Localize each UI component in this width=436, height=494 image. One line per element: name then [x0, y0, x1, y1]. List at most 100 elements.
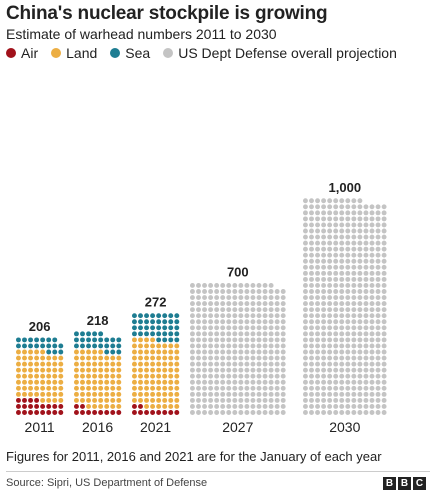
- waffle-dot: [280, 397, 286, 403]
- waffle-dot: [333, 367, 339, 373]
- waffle-dot: [132, 325, 137, 331]
- waffle-dot: [309, 343, 314, 349]
- waffle-dot: [357, 313, 363, 319]
- waffle-dot: [327, 385, 333, 391]
- waffle-dot: [138, 313, 143, 319]
- waffle-dot: [150, 410, 156, 415]
- waffle-dot: [132, 397, 137, 403]
- waffle-dot: [250, 331, 256, 337]
- waffle-dot: [226, 343, 232, 349]
- waffle-dot: [363, 295, 369, 300]
- waffle-dot: [321, 216, 327, 222]
- waffle-dot: [132, 355, 137, 361]
- waffle-dot: [52, 355, 58, 361]
- waffle-dot: [375, 307, 381, 313]
- waffle-dot: [345, 198, 351, 204]
- waffle-dot: [274, 385, 280, 391]
- waffle-dot: [80, 410, 85, 415]
- waffle-dot: [52, 379, 58, 385]
- waffle-dot: [303, 240, 308, 246]
- waffle-dot: [256, 410, 262, 415]
- waffle-dot: [315, 270, 320, 276]
- waffle-dot: [375, 258, 381, 264]
- waffle-dot: [381, 397, 387, 403]
- waffle-dot: [321, 301, 327, 307]
- waffle-dot: [190, 343, 195, 349]
- waffle-dot: [262, 410, 268, 415]
- waffle-dot: [190, 289, 195, 294]
- waffle-dot: [321, 270, 327, 276]
- waffle-dot: [232, 361, 238, 367]
- waffle-dot: [74, 337, 79, 343]
- waffle-dot: [369, 234, 375, 240]
- waffle-dot: [369, 331, 375, 337]
- waffle-dot: [162, 337, 168, 343]
- waffle-dot: [190, 337, 195, 343]
- waffle-dot: [315, 337, 320, 343]
- waffle-dot: [381, 283, 387, 288]
- waffle-dot: [303, 198, 308, 204]
- waffle-dot: [16, 361, 21, 367]
- waffle-dot: [132, 391, 137, 397]
- waffle-dot: [327, 276, 333, 282]
- waffle-dot: [196, 319, 201, 325]
- waffle-dot: [220, 385, 226, 391]
- waffle-dot: [190, 367, 195, 373]
- waffle-dot: [132, 410, 137, 415]
- waffle-dot: [321, 325, 327, 331]
- waffle-dot: [214, 410, 220, 415]
- waffle-dot: [327, 331, 333, 337]
- waffle-dot: [80, 355, 85, 361]
- waffle-dot: [333, 319, 339, 325]
- waffle-dot: [244, 307, 250, 313]
- waffle-dot: [150, 355, 156, 361]
- waffle-dot: [375, 391, 381, 397]
- waffle-dot: [339, 307, 345, 313]
- legend-label-land: Land: [66, 45, 98, 61]
- waffle-dot: [92, 367, 98, 373]
- waffle-dot: [339, 301, 345, 307]
- waffle-dot: [280, 343, 286, 349]
- waffle-dot: [351, 397, 357, 403]
- waffle-dot: [34, 391, 40, 397]
- legend-label-projection: US Dept Defense overall projection: [178, 45, 397, 61]
- waffle-dot: [104, 337, 110, 343]
- waffle-dot: [226, 295, 232, 300]
- waffle-dot: [369, 410, 375, 415]
- waffle-dot: [309, 301, 314, 307]
- waffle-dot: [321, 252, 327, 258]
- waffle-dot: [375, 404, 381, 409]
- waffle-dot: [110, 367, 116, 373]
- waffle-dot: [34, 379, 40, 385]
- waffle-dot: [339, 319, 345, 325]
- waffle-dot: [339, 240, 345, 246]
- waffle-dot: [86, 379, 92, 385]
- waffle-dot: [250, 337, 256, 343]
- waffle-dot: [375, 343, 381, 349]
- waffle-dot: [208, 397, 214, 403]
- waffle-dot: [357, 331, 363, 337]
- waffle-dot: [339, 397, 345, 403]
- waffle-dot: [363, 373, 369, 379]
- waffle-dot: [156, 337, 162, 343]
- waffle-dot: [345, 258, 351, 264]
- waffle-dot: [333, 391, 339, 397]
- waffle-dot: [351, 361, 357, 367]
- waffle-dot: [214, 379, 220, 385]
- waffle-dot: [345, 343, 351, 349]
- waffle-dot: [369, 355, 375, 361]
- waffle-dot: [315, 234, 320, 240]
- waffle-dot: [274, 397, 280, 403]
- waffle-dot: [238, 361, 244, 367]
- waffle-dot: [315, 391, 320, 397]
- waffle-dot: [339, 264, 345, 270]
- waffle-dot: [357, 355, 363, 361]
- waffle-dot: [174, 325, 180, 331]
- waffle-dot: [138, 397, 143, 403]
- waffle-dot: [34, 349, 40, 355]
- waffle-dot: [345, 325, 351, 331]
- waffle-dot: [303, 246, 308, 252]
- waffle-dot: [345, 410, 351, 415]
- waffle-dot: [208, 367, 214, 373]
- waffle-dot: [315, 295, 320, 300]
